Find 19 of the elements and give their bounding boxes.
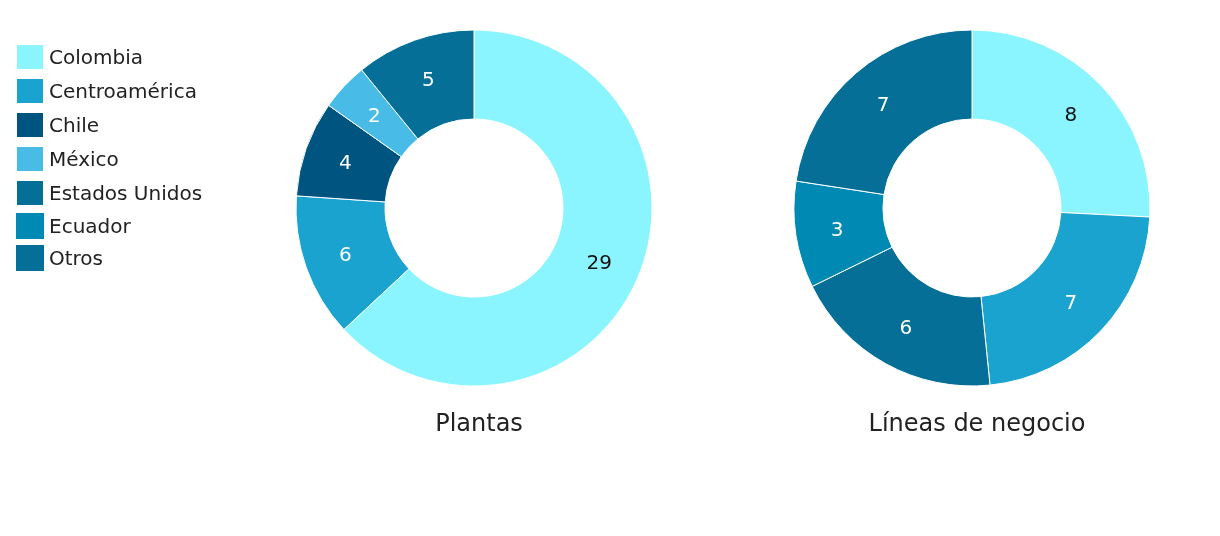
legend-label: México	[49, 147, 119, 171]
data-label: 7	[876, 92, 890, 117]
legend-label: Estados Unidos	[49, 181, 203, 205]
legend-label: Otros	[49, 246, 104, 270]
slice-label: Líneas de negocio	[868, 409, 1086, 437]
data-label: 3	[830, 216, 844, 241]
data-label: 4	[339, 150, 352, 175]
legend-label: Chile	[49, 113, 100, 137]
data-label: 5	[421, 67, 435, 92]
legend-label: Ecuador	[49, 214, 132, 238]
data-label: 7	[1064, 290, 1078, 315]
legend-label: Colombia	[49, 45, 143, 69]
data-label: 8	[1064, 101, 1078, 126]
data-label: 29	[586, 250, 612, 275]
data-label: 6	[899, 315, 913, 340]
data-label: 6	[339, 241, 352, 266]
slice-label: Plantas	[435, 409, 523, 437]
legend-label: Centroamérica	[49, 79, 197, 103]
data-label: 2	[367, 102, 381, 127]
